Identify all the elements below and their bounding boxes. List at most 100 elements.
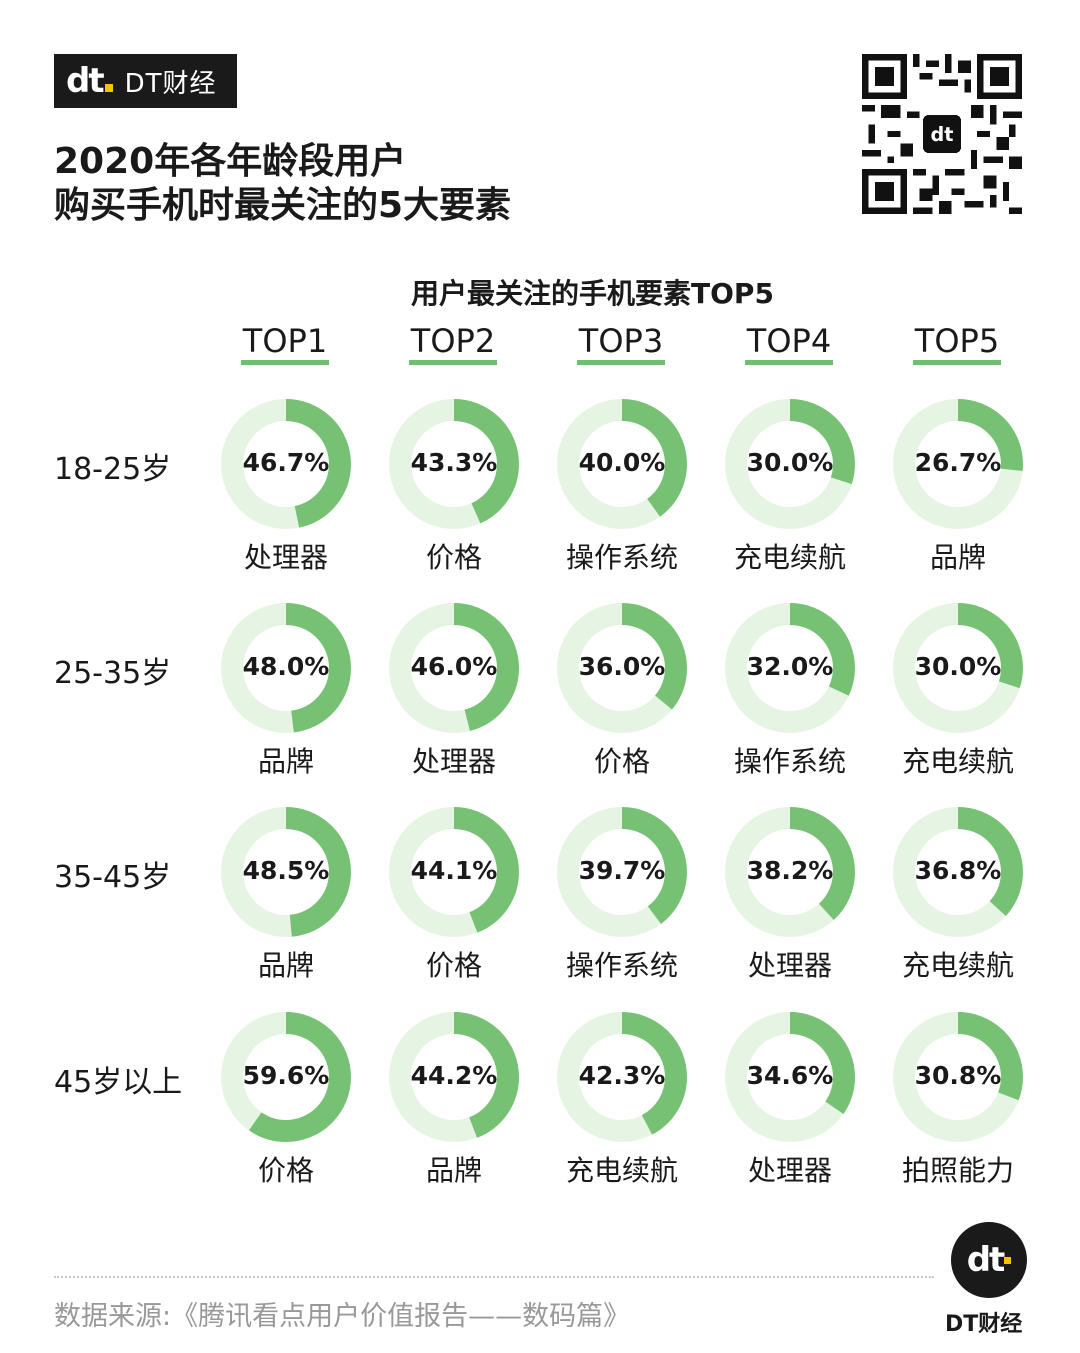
donut-r4-c4 <box>725 1012 855 1142</box>
col-header-top3: TOP3 <box>556 322 686 365</box>
donut-slice <box>557 399 687 529</box>
donut-value-label: 32.0% <box>746 652 834 681</box>
footer-logo-text: DT财经 <box>945 1312 1023 1337</box>
factor-label: 价格 <box>425 949 482 982</box>
donut-r1-c3 <box>557 399 687 529</box>
brand-logo-icon: dt <box>66 64 113 98</box>
donut-r3-c5 <box>893 807 1023 937</box>
donut-slice <box>221 807 351 937</box>
donut-value-label: 38.2% <box>746 856 834 885</box>
factor-label: 价格 <box>257 1154 314 1187</box>
col-header-top5: TOP5 <box>892 322 1022 365</box>
factor-label: 品牌 <box>257 745 314 778</box>
donut-slice <box>389 399 519 529</box>
donut-slice <box>725 1012 855 1142</box>
donut-r2-c2 <box>389 603 519 733</box>
title-line-1: 2020年各年龄段用户 <box>54 141 407 182</box>
donut-r4-c2 <box>389 1012 519 1142</box>
donut-slice <box>893 399 1023 529</box>
factor-label: 处理器 <box>747 949 832 982</box>
donut-r1-c1 <box>221 399 351 529</box>
factor-label: 品牌 <box>425 1154 482 1187</box>
svg-text:dt: dt <box>931 123 954 146</box>
factor-label: 价格 <box>593 745 650 778</box>
donut-r4-c5 <box>893 1012 1023 1142</box>
col-header-top1: TOP1 <box>220 322 350 365</box>
donut-value-label: 44.2% <box>410 1061 498 1090</box>
row-label-1: 18-25岁 <box>54 452 172 487</box>
donut-slice <box>557 603 687 733</box>
donut-value-label: 43.3% <box>410 448 498 477</box>
factor-label: 处理器 <box>243 541 328 574</box>
donut-slice <box>557 807 687 937</box>
donut-slice <box>221 603 351 733</box>
donut-value-label: 30.0% <box>914 652 1002 681</box>
donut-r3-c2 <box>389 807 519 937</box>
brand-name: DT财经 <box>124 68 217 99</box>
col-header-top2: TOP2 <box>388 322 518 365</box>
donut-value-label: 46.0% <box>410 652 498 681</box>
factor-label: 操作系统 <box>565 541 678 574</box>
donut-r1-c2 <box>389 399 519 529</box>
donut-value-label: 30.0% <box>746 448 834 477</box>
donut-value-label: 40.0% <box>578 448 666 477</box>
donut-slice <box>725 603 855 733</box>
donut-r3-c1 <box>221 807 351 937</box>
donut-r2-c1 <box>221 603 351 733</box>
donut-r3-c4 <box>725 807 855 937</box>
donut-slice <box>893 1012 1023 1142</box>
brand-badge: dt DT财经 <box>54 54 237 108</box>
factor-label: 充电续航 <box>733 541 846 574</box>
factor-label: 操作系统 <box>733 745 846 778</box>
page-title: 2020年各年龄段用户 购买手机时最关注的5大要素 <box>54 140 754 228</box>
footer-logo-icon: dt <box>951 1222 1027 1298</box>
factor-label: 充电续航 <box>901 745 1014 778</box>
donut-value-label: 44.1% <box>410 856 498 885</box>
donut-value-label: 30.8% <box>914 1061 1002 1090</box>
donut-r2-c3 <box>557 603 687 733</box>
donut-r2-c5 <box>893 603 1023 733</box>
donut-slice <box>221 399 351 529</box>
factor-label: 品牌 <box>929 541 986 574</box>
donut-value-label: 48.5% <box>242 856 330 885</box>
factor-label: 价格 <box>425 541 482 574</box>
donut-slice <box>389 603 519 733</box>
donut-value-label: 46.7% <box>242 448 330 477</box>
factor-label: 充电续航 <box>565 1154 678 1187</box>
qr-code-icon: dt <box>862 54 1022 214</box>
donut-slice <box>893 603 1023 733</box>
row-label-4: 45岁以上 <box>54 1065 183 1100</box>
donut-value-label: 39.7% <box>578 856 666 885</box>
chart-title: 用户最关注的手机要素TOP5 <box>411 277 774 310</box>
factor-label: 品牌 <box>257 949 314 982</box>
footer-divider <box>54 1276 934 1278</box>
donut-r3-c3 <box>557 807 687 937</box>
factor-label: 处理器 <box>411 745 496 778</box>
donut-value-label: 36.8% <box>914 856 1002 885</box>
donut-slice <box>725 399 855 529</box>
data-source: 数据来源:《腾讯看点用户价值报告——数码篇》 <box>54 1301 631 1332</box>
donut-slice <box>893 807 1023 937</box>
donut-value-label: 36.0% <box>578 652 666 681</box>
donut-r1-c5 <box>893 399 1023 529</box>
donut-r4-c3 <box>557 1012 687 1142</box>
donut-value-label: 26.7% <box>914 448 1002 477</box>
donut-r4-c1 <box>221 1012 351 1142</box>
donut-slice <box>221 1012 351 1142</box>
donut-slice <box>557 1012 687 1142</box>
factor-label: 处理器 <box>747 1154 832 1187</box>
donut-slice <box>389 807 519 937</box>
factor-label: 拍照能力 <box>901 1154 1014 1187</box>
row-label-2: 25-35岁 <box>54 656 172 691</box>
donut-slice <box>389 1012 519 1142</box>
col-header-top4: TOP4 <box>724 322 854 365</box>
factor-label: 操作系统 <box>565 949 678 982</box>
donut-r2-c4 <box>725 603 855 733</box>
donut-value-label: 34.6% <box>746 1061 834 1090</box>
row-label-3: 35-45岁 <box>54 860 172 895</box>
factor-label: 充电续航 <box>901 949 1014 982</box>
donut-r1-c4 <box>725 399 855 529</box>
title-line-2: 购买手机时最关注的5大要素 <box>54 185 512 226</box>
donut-value-label: 48.0% <box>242 652 330 681</box>
donut-value-label: 59.6% <box>242 1061 330 1090</box>
